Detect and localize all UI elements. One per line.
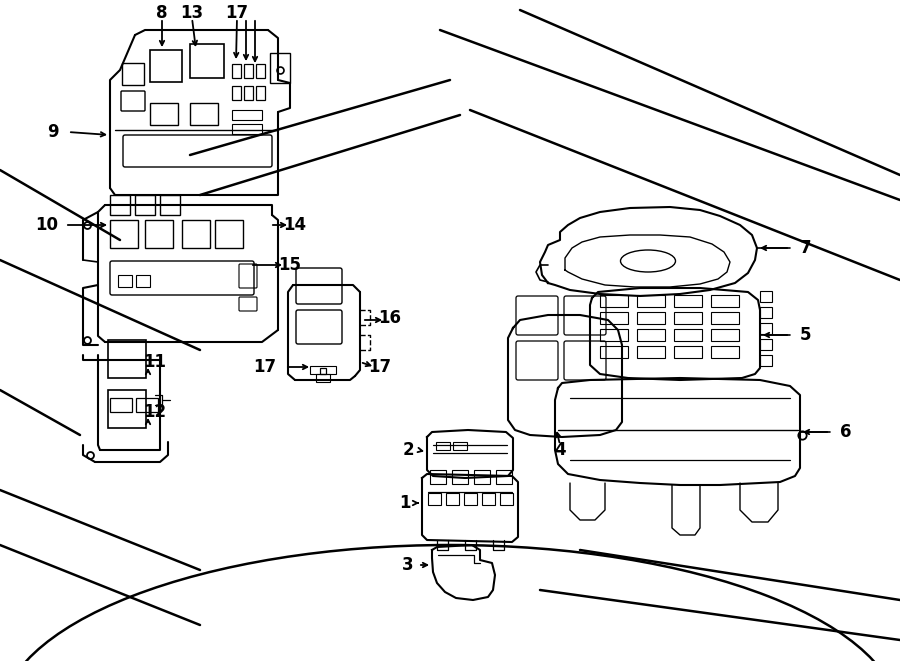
Bar [256, 64, 265, 78]
Text: 10: 10 [35, 216, 58, 234]
Text: 8: 8 [157, 4, 167, 22]
Bar [190, 44, 224, 78]
Bar [760, 307, 772, 318]
Bar [232, 124, 262, 134]
Bar [637, 346, 665, 358]
Bar [145, 220, 173, 248]
Bar [711, 312, 739, 324]
Bar [110, 398, 132, 412]
Bar [446, 493, 459, 505]
Text: 13: 13 [180, 4, 203, 22]
Bar [430, 470, 446, 484]
Bar [464, 493, 477, 505]
Bar [136, 275, 150, 287]
Bar [108, 340, 146, 378]
Bar [190, 103, 218, 125]
Bar [108, 390, 146, 428]
Bar [150, 103, 178, 125]
Bar [244, 64, 253, 78]
Bar [316, 374, 330, 382]
Bar [674, 312, 702, 324]
Bar [600, 346, 628, 358]
Bar [135, 195, 155, 215]
Bar [428, 493, 441, 505]
Text: 11: 11 [143, 353, 166, 371]
Bar [452, 470, 468, 484]
Bar [674, 295, 702, 307]
Bar [122, 63, 144, 85]
Bar [232, 86, 241, 100]
Text: 5: 5 [800, 326, 812, 344]
Bar [674, 329, 702, 341]
Bar [496, 470, 512, 484]
Bar [150, 50, 182, 82]
Text: 17: 17 [254, 358, 276, 376]
Text: 4: 4 [554, 441, 566, 459]
Text: 15: 15 [278, 256, 302, 274]
Bar [244, 86, 253, 100]
Bar [110, 220, 138, 248]
Bar [760, 291, 772, 302]
Bar [310, 366, 336, 374]
Bar [436, 442, 450, 450]
Text: 3: 3 [402, 556, 414, 574]
Bar [711, 346, 739, 358]
Text: 6: 6 [840, 423, 851, 441]
Bar [637, 312, 665, 324]
Text: 12: 12 [143, 403, 166, 421]
Bar [600, 295, 628, 307]
Bar [760, 323, 772, 334]
Bar [760, 355, 772, 366]
Text: 9: 9 [47, 123, 58, 141]
Text: 17: 17 [225, 4, 248, 22]
Text: 17: 17 [368, 358, 392, 376]
Bar [270, 53, 290, 83]
Bar [182, 220, 210, 248]
Bar [674, 346, 702, 358]
Bar [760, 339, 772, 350]
Bar [453, 442, 467, 450]
Text: 16: 16 [379, 309, 401, 327]
Bar [711, 295, 739, 307]
Text: 1: 1 [400, 494, 410, 512]
Bar [474, 470, 490, 484]
Bar [215, 220, 243, 248]
Bar [637, 329, 665, 341]
Bar [500, 493, 513, 505]
Text: 14: 14 [284, 216, 307, 234]
Bar [136, 398, 158, 412]
Bar [232, 64, 241, 78]
Bar [110, 195, 130, 215]
Text: 7: 7 [800, 239, 812, 257]
Bar [600, 329, 628, 341]
Bar [118, 275, 132, 287]
Bar [232, 110, 262, 120]
Text: 2: 2 [402, 441, 414, 459]
Bar [711, 329, 739, 341]
Bar [600, 312, 628, 324]
Bar [482, 493, 495, 505]
Bar [637, 295, 665, 307]
Bar [256, 86, 265, 100]
Bar [160, 195, 180, 215]
